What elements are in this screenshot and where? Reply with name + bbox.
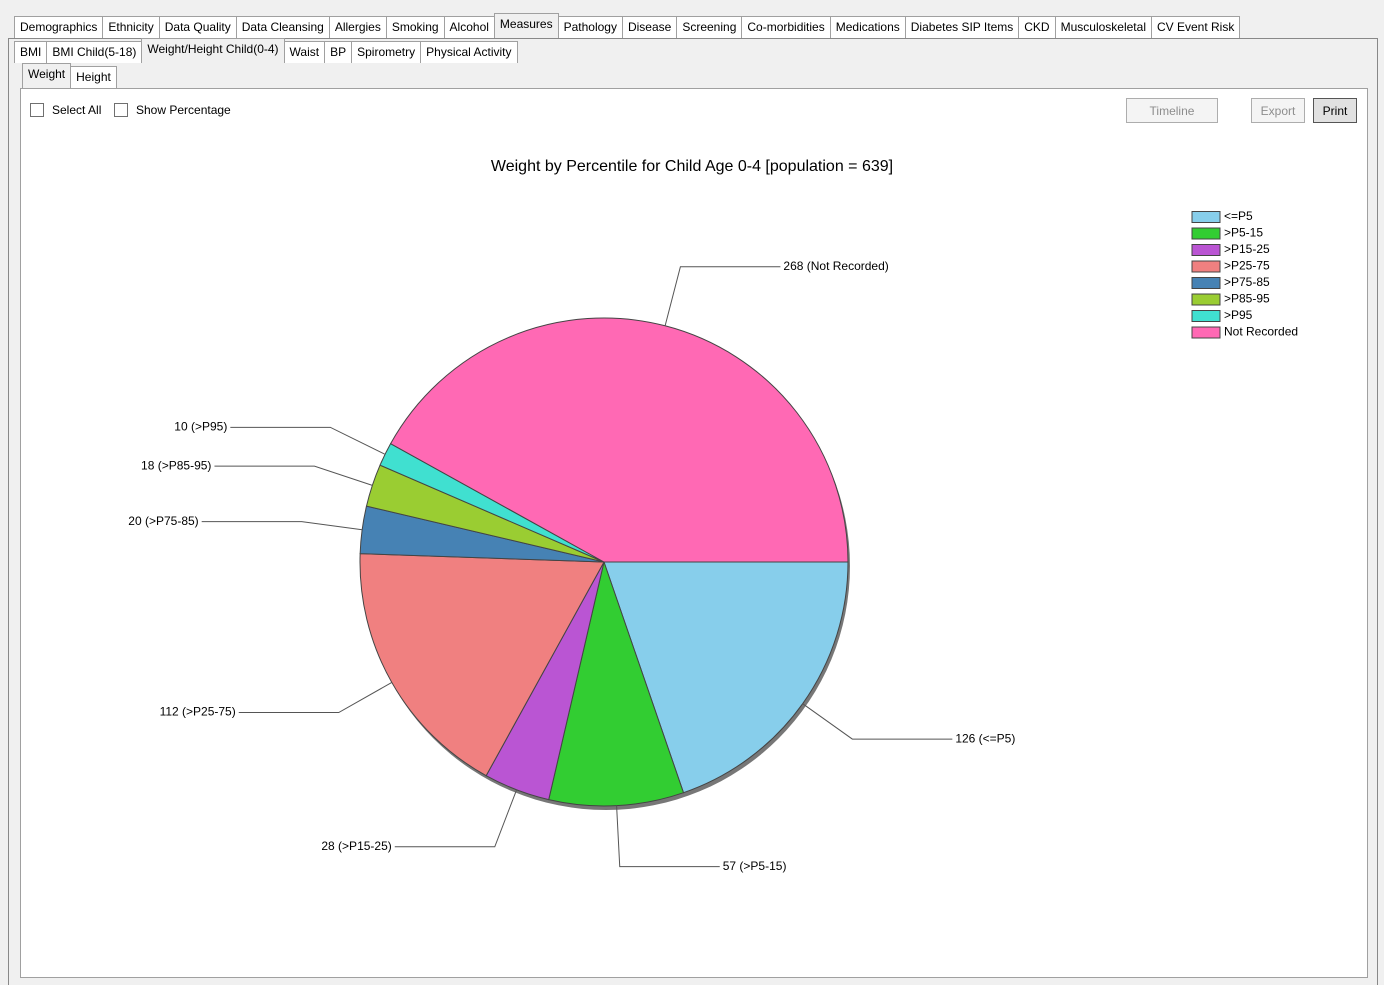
legend-swatch	[1191, 244, 1221, 256]
tab[interactable]: Weight	[22, 63, 72, 88]
tab[interactable]: Smoking	[385, 16, 445, 38]
chart-title: Weight by Percentile for Child Age 0-4 […	[491, 158, 893, 175]
option-label: Select All	[52, 103, 102, 117]
tab[interactable]: BMI	[14, 41, 48, 63]
legend-swatch	[1191, 211, 1221, 223]
legend-swatch	[1191, 293, 1221, 306]
option[interactable]: Show Percentage	[114, 103, 231, 117]
leader-line	[664, 266, 781, 326]
button[interactable]: Timeline	[1126, 98, 1218, 123]
leader-line	[214, 465, 373, 486]
data-label: 112 (>P25-75)	[160, 705, 236, 719]
tab[interactable]: Physical Activity	[420, 41, 518, 63]
tab[interactable]: Screening	[676, 16, 743, 38]
tab[interactable]: Musculoskeletal	[1054, 16, 1152, 38]
legend-label: <=P5	[1224, 209, 1253, 223]
legend-label: >P25-75	[1224, 259, 1270, 273]
tab[interactable]: Medications	[829, 16, 906, 38]
tab[interactable]: Height	[70, 66, 117, 88]
pie-slice	[548, 560, 685, 807]
pie-slice	[359, 553, 605, 777]
leader-line	[802, 703, 953, 740]
option-label: Show Percentage	[136, 103, 231, 117]
legend-label: Not Recorded	[1224, 325, 1298, 339]
tab[interactable]: CKD	[1018, 16, 1056, 38]
data-label: 268 (Not Recorded)	[783, 259, 888, 273]
tab[interactable]: Pathology	[557, 16, 623, 38]
data-label: 126 (<=P5)	[955, 731, 1015, 745]
legend-label: >P75-85	[1224, 275, 1270, 289]
button[interactable]: Export	[1251, 98, 1305, 123]
tab[interactable]: Ethnicity	[102, 16, 160, 38]
data-label: 10 (>P95)	[174, 420, 227, 434]
subtab-row: BMI BMI Child(5-18) Weight/Height Child(0-…	[14, 38, 518, 63]
leader-line	[616, 805, 720, 868]
tab-row: Demographics Ethnicity Data Quality Data Cl…	[14, 13, 1241, 38]
legend-swatch	[1191, 260, 1221, 273]
legend-label: >P15-25	[1224, 242, 1270, 256]
viewtab-row: Weight Height	[22, 63, 117, 88]
leader-line	[201, 521, 363, 531]
tab[interactable]: Spirometry	[351, 41, 422, 63]
tab[interactable]: Allergies	[328, 16, 387, 38]
tab[interactable]: Waist	[283, 41, 326, 63]
tab[interactable]: BP	[324, 41, 353, 63]
tab[interactable]: Data Quality	[158, 16, 237, 38]
legend-swatch	[1191, 277, 1221, 289]
tab[interactable]: Measures	[493, 13, 559, 38]
leader-line	[230, 426, 386, 455]
tab[interactable]: Weight/Height Child(0-4)	[141, 38, 285, 63]
tab[interactable]: Co-morbidities	[741, 16, 831, 38]
legend-label: >P5-15	[1224, 226, 1263, 240]
data-label: 57 (>P5-15)	[723, 859, 787, 873]
pie-slice	[603, 561, 849, 794]
data-label: 18 (>P85-95)	[141, 458, 211, 472]
tab[interactable]: CV Event Risk	[1150, 16, 1241, 38]
legend-swatch	[1191, 227, 1221, 240]
tab[interactable]: Demographics	[14, 16, 104, 38]
legend-label: >P85-95	[1224, 292, 1270, 306]
legend-label: >P95	[1224, 308, 1253, 322]
button[interactable]: Print	[1313, 98, 1357, 123]
pie-slice	[389, 317, 849, 563]
data-label: 20 (>P75-85)	[128, 514, 198, 528]
tab[interactable]: Diabetes SIP Items	[904, 16, 1020, 38]
legend-swatch	[1191, 310, 1221, 322]
tab[interactable]: BMI Child(5-18)	[46, 41, 143, 63]
frame	[8, 38, 1378, 985]
option[interactable]: Select All	[30, 103, 101, 117]
legend-swatch	[1191, 326, 1221, 339]
tab[interactable]: Data Cleansing	[235, 16, 330, 38]
data-label: 28 (>P15-25)	[321, 839, 391, 853]
leader-line	[238, 682, 393, 714]
tab[interactable]: Disease	[621, 16, 678, 38]
leader-line	[394, 789, 518, 848]
